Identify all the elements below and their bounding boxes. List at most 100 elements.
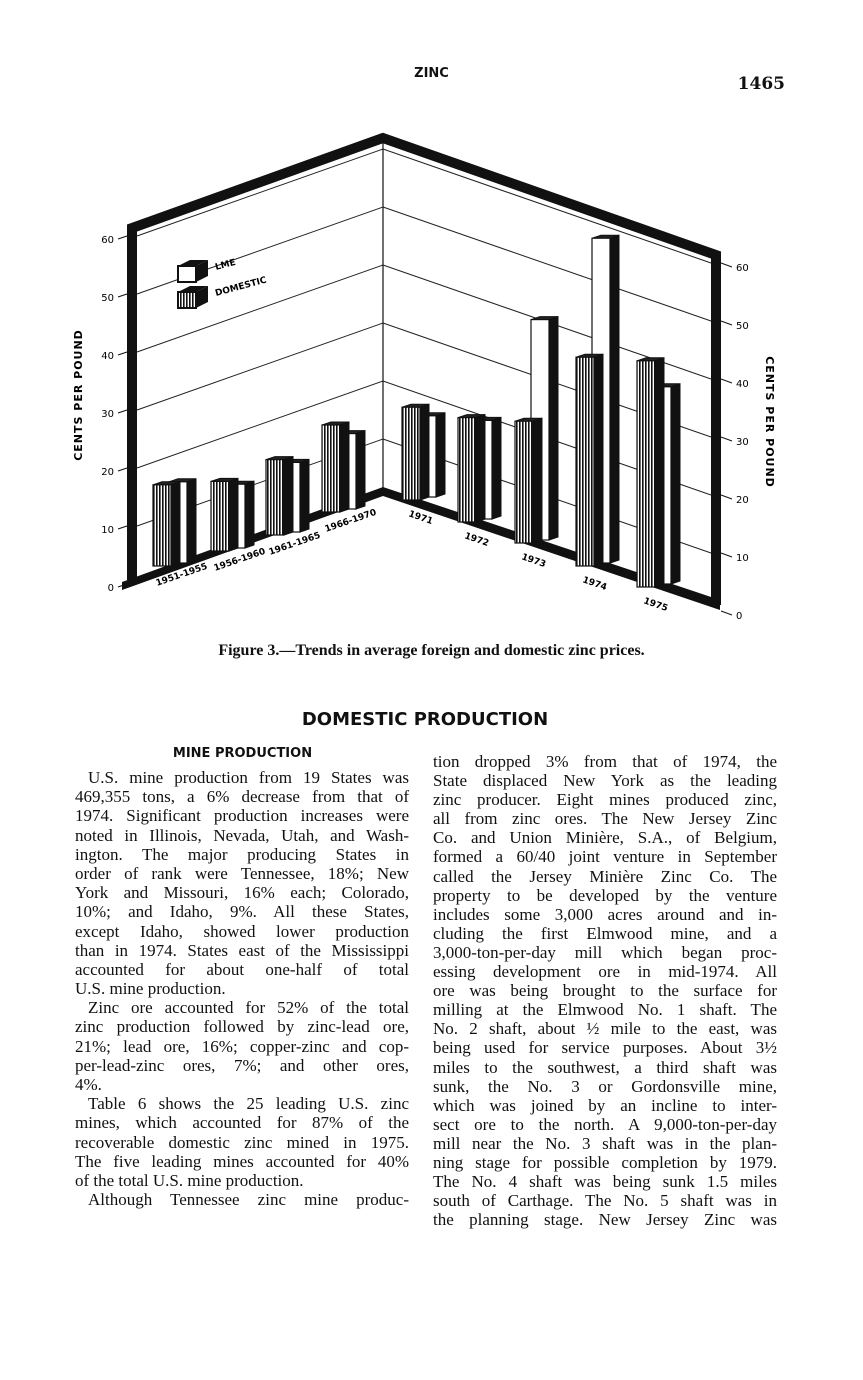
category-label: 1971 — [407, 509, 434, 527]
bar-domestic — [457, 413, 486, 523]
text-line: The five leading mines accounted for 40% — [75, 1151, 409, 1171]
bar-domestic — [575, 353, 604, 567]
paragraph: tion dropped 3% from that of 1974, the St… — [433, 752, 777, 1229]
text-line: except Idaho, showed lower production — [75, 921, 409, 941]
text-line: of the total U.S. mine production. — [75, 1170, 304, 1190]
text-line: 4%. — [75, 1075, 102, 1094]
text-line: noted in Illinois, Nevada, Utah, and Was… — [75, 825, 409, 845]
text-line: recoverable domestic zinc mined in 1975. — [75, 1132, 409, 1152]
tick-right — [720, 552, 733, 558]
legend-swatch-domestic — [177, 286, 208, 309]
text-line: called the Jersey Minière Zinc Co. The — [433, 866, 777, 886]
tick-right — [720, 494, 733, 500]
text-line: south of Carthage. The No. 5 shaft was i… — [433, 1191, 777, 1211]
tick-left — [117, 351, 128, 356]
text-line: 21%; lead ore, 16%; copper-zinc and cop- — [75, 1036, 409, 1056]
text-line: No. 2 shaft, about ½ mile to the east, w… — [433, 1019, 777, 1039]
category-label: 1972 — [463, 531, 490, 549]
page-number: 1465 — [737, 74, 785, 94]
tick-label-right: 50 — [736, 321, 749, 332]
tick-label-right: 10 — [736, 553, 749, 564]
tick-label-left: 50 — [101, 293, 114, 304]
text-line: miles to the southwest, a third shaft wa… — [433, 1057, 777, 1077]
text-line: which was joined by an incline to inter- — [433, 1095, 777, 1115]
paragraph: Zinc ore accounted for 52% of the total z… — [75, 998, 409, 1094]
tick-label-left: 30 — [101, 409, 114, 420]
text-line: per-lead-zinc ores, 7%; and other ores, — [75, 1055, 409, 1075]
text-line: The No. 4 shaft was being sunk 1.5 miles — [433, 1172, 777, 1192]
y-axis-label-right: CENTS PER POUND — [763, 356, 776, 488]
tick-right — [720, 320, 733, 326]
text-line: tion dropped 3% from that of 1974, the — [433, 752, 777, 771]
gridline-left — [136, 322, 384, 411]
paragraph: U.S. mine production from 19 States was 4… — [75, 768, 409, 998]
tick-right — [720, 378, 733, 384]
text-line: ington. The major producing States in — [75, 844, 409, 864]
text-line: 469,355 tons, a 6% decrease from that of — [75, 787, 409, 807]
category-label: 1975 — [642, 596, 669, 614]
text-column-left: U.S. mine production from 19 States was 4… — [75, 768, 409, 1209]
bar-domestic — [636, 357, 665, 588]
bar-domestic — [514, 417, 543, 544]
tick-label-right: 40 — [736, 379, 749, 390]
text-line: Co. and Union Minière, S.A., of Belgium, — [433, 828, 777, 848]
tick-left — [117, 467, 128, 472]
gridline-left — [136, 148, 384, 237]
text-line: accounted for about one-half of total — [75, 959, 409, 979]
text-line: U.S. mine production. — [75, 979, 226, 999]
text-line: than in 1974. States east of the Mississ… — [75, 940, 409, 960]
tick-left — [117, 525, 128, 530]
text-line: order of rank were Tennessee, 18%; New — [75, 863, 409, 883]
text-line: essing development ore in mid-1974. All — [433, 962, 777, 982]
tick-right — [720, 436, 733, 442]
text-line: mines, which accounted for 87% of the — [75, 1113, 409, 1133]
text-line: zinc producer. Eight mines produced zinc… — [433, 790, 777, 810]
text-line: sunk, the No. 3 or Gordonsville mine, — [433, 1076, 777, 1096]
paragraph: Although Tennessee zinc mine produc- — [75, 1190, 409, 1209]
bar-domestic — [401, 403, 430, 501]
gridline-left — [136, 264, 384, 353]
text-line: sect ore to the north. A 9,000-ton-per-d… — [433, 1114, 777, 1134]
paragraph: Table 6 shows the 25 leading U.S. zinc mi… — [75, 1094, 409, 1190]
tick-label-left: 60 — [101, 235, 114, 246]
text-line: zinc production followed by zinc-lead or… — [75, 1017, 409, 1037]
text-line: ore was being brought to the surface for — [433, 981, 777, 1001]
text-line: Table 6 shows the 25 leading U.S. zinc — [88, 1094, 409, 1114]
tick-label-left: 20 — [101, 467, 114, 478]
gridline-right — [382, 206, 712, 322]
tick-right — [720, 610, 733, 616]
text-line: the planning stage. New Jersey Zinc was — [433, 1210, 777, 1230]
tick-left — [117, 293, 128, 298]
text-line: milling at the Elmwood No. 1 shaft. The — [433, 1000, 777, 1020]
tick-left — [117, 409, 128, 414]
tick-label-right: 0 — [736, 611, 742, 622]
text-line: Zinc ore accounted for 52% of the total — [88, 998, 409, 1018]
tick-left — [117, 583, 128, 588]
tick-label-right: 30 — [736, 437, 749, 448]
text-line: being used for service purposes. About 3… — [433, 1038, 777, 1058]
gridline-left — [136, 380, 384, 469]
tick-label-right: 60 — [736, 263, 749, 274]
text-line: includes some 3,000 acres around and in- — [433, 904, 777, 924]
text-line: formed a 60/40 joint venture in Septembe… — [433, 847, 777, 867]
y-axis-label-left: CENTS PER POUND — [72, 329, 85, 461]
bar-domestic — [152, 481, 181, 567]
tick-label-left: 40 — [101, 351, 114, 362]
text-line: ning stage for possible completion by 19… — [433, 1152, 777, 1172]
tick-label-left: 0 — [108, 583, 114, 594]
text-column-right: tion dropped 3% from that of 1974, the St… — [433, 752, 777, 1229]
tick-label-right: 20 — [736, 495, 749, 506]
text-line: property to be developed by the venture — [433, 885, 777, 905]
figure-caption: Figure 3.—Trends in average foreign and … — [218, 642, 645, 659]
bar-domestic — [210, 477, 239, 552]
tick-right — [720, 262, 733, 268]
bar-domestic — [265, 455, 294, 536]
category-label: 1973 — [520, 552, 547, 570]
gridline-right — [382, 148, 712, 264]
text-line: 1974. Significant production increases w… — [75, 806, 409, 826]
text-line: mill near the No. 3 shaft was in the pla… — [433, 1133, 777, 1153]
tick-label-left: 10 — [101, 525, 114, 536]
text-line: York and Missouri, 16% each; Colorado, — [75, 883, 409, 903]
text-line: U.S. mine production from 19 States was — [88, 768, 409, 787]
tick-left — [117, 235, 128, 240]
